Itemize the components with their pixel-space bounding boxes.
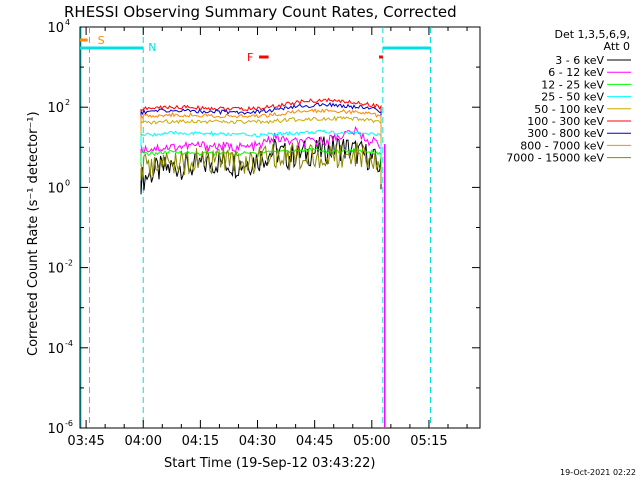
chart-title: RHESSI Observing Summary Count Rates, Co…	[64, 3, 457, 21]
legend-entry-label: 25 - 50 keV	[541, 91, 604, 104]
series-line-8	[140, 107, 382, 138]
x-tick-label: 03:45	[67, 434, 104, 449]
series-line-7	[140, 102, 382, 133]
y-tick-exponent: -2	[65, 259, 73, 268]
annotation-layer: N S F	[80, 27, 431, 428]
y-tick-exponent: 2	[65, 98, 70, 107]
plot-frame	[79, 26, 481, 429]
x-tick-label: 04:00	[125, 434, 162, 449]
legend-entry-label: 50 - 100 keV	[534, 103, 604, 116]
y-tick-exponent: -4	[65, 339, 73, 348]
series-line-5	[140, 115, 382, 144]
legend-title-line-1: Det 1,3,5,6,9,	[554, 28, 630, 41]
legend-entry-label: 6 - 12 keV	[548, 66, 604, 79]
series-line-9	[140, 141, 382, 185]
legend-entry-label: 3 - 6 keV	[555, 54, 604, 67]
y-tick-label: 10	[47, 262, 64, 277]
y-tick-exponent: 0	[65, 178, 70, 187]
x-axis: 03:45 04:00 04:15 04:30 04:45 05:00 05:15	[67, 27, 468, 449]
y-tick-label: 10	[47, 181, 64, 196]
legend-entry-label: 100 - 300 keV	[527, 115, 604, 128]
y-tick-label: 10	[47, 101, 64, 116]
series-line-4	[140, 129, 382, 157]
legend-entry-label: 300 - 800 keV	[527, 127, 604, 140]
y-tick-exponent: 4	[65, 18, 70, 27]
legend-entry-label: 7000 - 15000 keV	[506, 152, 604, 165]
series-layer	[140, 97, 386, 428]
y-tick-exponent: -6	[65, 419, 73, 428]
night-label: N	[148, 41, 156, 54]
saa-label: S	[98, 34, 105, 47]
x-tick-label: 04:45	[296, 434, 333, 449]
x-tick-label: 04:30	[239, 434, 276, 449]
x-tick-label: 05:00	[353, 434, 390, 449]
legend-title-line-2: Att 0	[604, 40, 630, 53]
y-tick-label: 10	[47, 422, 64, 437]
x-tick-label: 04:15	[182, 434, 219, 449]
footer-timestamp: 19-Oct-2021 02:22	[560, 468, 636, 477]
y-axis-label: Corrected Count Rate (s⁻¹ detector⁻¹)	[26, 111, 41, 356]
flare-label: F	[247, 51, 253, 64]
legend-entry-label: 12 - 25 keV	[541, 78, 604, 91]
x-tick-label: 05:15	[410, 434, 447, 449]
x-axis-label: Start Time (19-Sep-12 03:43:22)	[164, 456, 375, 471]
y-tick-label: 10	[47, 21, 64, 36]
y-tick-label: 10	[47, 342, 64, 357]
legend-entry-label: 800 - 7000 keV	[520, 139, 604, 152]
